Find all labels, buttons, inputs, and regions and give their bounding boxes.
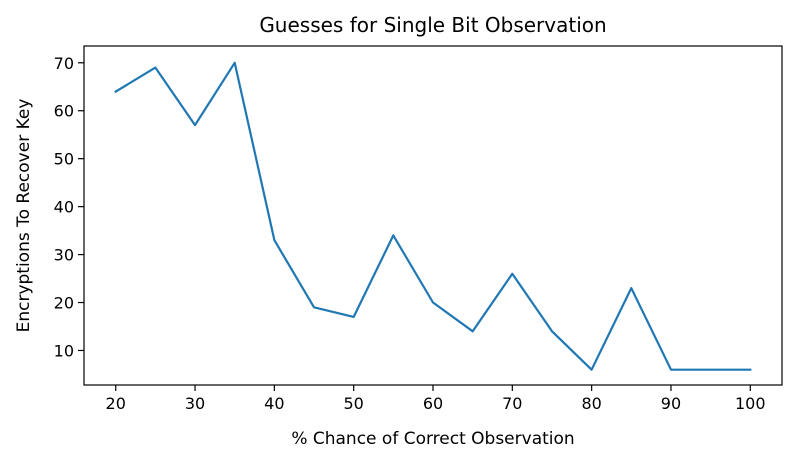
y-tick-label: 70 — [54, 54, 74, 73]
series-line — [114, 61, 752, 371]
x-axis-label: % Chance of Correct Observation — [291, 429, 574, 449]
x-tick-label: 20 — [106, 394, 126, 413]
x-tick-label: 70 — [502, 394, 522, 413]
y-axis-label: Encryptions To Recover Key — [14, 99, 34, 333]
x-tick-label: 50 — [344, 394, 364, 413]
x-tick-label: 80 — [581, 394, 601, 413]
x-tick-label: 90 — [661, 394, 681, 413]
x-tick-label: 60 — [423, 394, 443, 413]
y-tick-label: 10 — [54, 341, 74, 360]
x-tick-label: 40 — [264, 394, 284, 413]
x-tick-label: 30 — [185, 394, 205, 413]
x-tick-label: 100 — [735, 394, 766, 413]
x-axis: 20 30 40 50 60 70 80 90 100 — [106, 385, 766, 413]
plot-frame — [83, 45, 783, 386]
y-tick-label: 20 — [54, 294, 74, 313]
y-tick-label: 50 — [54, 150, 74, 169]
y-tick-label: 60 — [54, 102, 74, 121]
series-points — [115, 62, 751, 370]
y-tick-label: 40 — [54, 198, 74, 217]
chart-title: Guesses for Single Bit Observation — [259, 13, 606, 37]
y-axis: 10 20 30 40 50 60 70 — [54, 54, 84, 360]
y-tick-label: 30 — [54, 246, 74, 265]
